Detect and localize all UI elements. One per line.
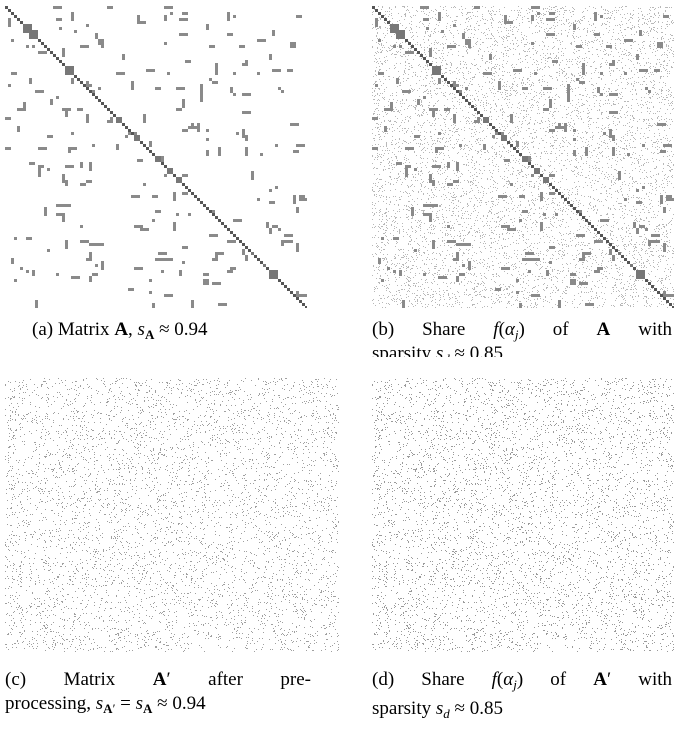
caption-c: (c) Matrix A′ after pre- processing, sA′… [5,668,311,721]
caption-a: (a) Matrix A, sA ≈ 0.94 [32,318,322,347]
matrix-a-plot [5,6,307,308]
matrix-a-image [5,6,307,308]
caption-c-line2: processing, sA′ = sA ≈ 0.94 [5,692,311,721]
caption-b-line2: sparsity sd ≈ 0.85 [372,342,672,357]
caption-d-line1: (d) Share f(αj) of A′ with [372,668,672,697]
share-a-prime-image [372,378,674,652]
matrix-a-prime-plot [5,378,339,652]
caption-d: (d) Share f(αj) of A′ with sparsity sd ≈… [372,668,672,726]
share-a-plot [372,6,674,308]
share-a-prime-plot [372,378,674,652]
caption-a-text: (a) Matrix [32,319,110,340]
share-a-image [372,6,674,308]
caption-c-line1: (c) Matrix A′ after pre- [5,668,311,692]
caption-d-line2: sparsity sd ≈ 0.85 [372,697,672,726]
caption-b-line2-clip: sparsity sd ≈ 0.85 [372,342,672,357]
matrix-a-prime-image [5,378,339,652]
